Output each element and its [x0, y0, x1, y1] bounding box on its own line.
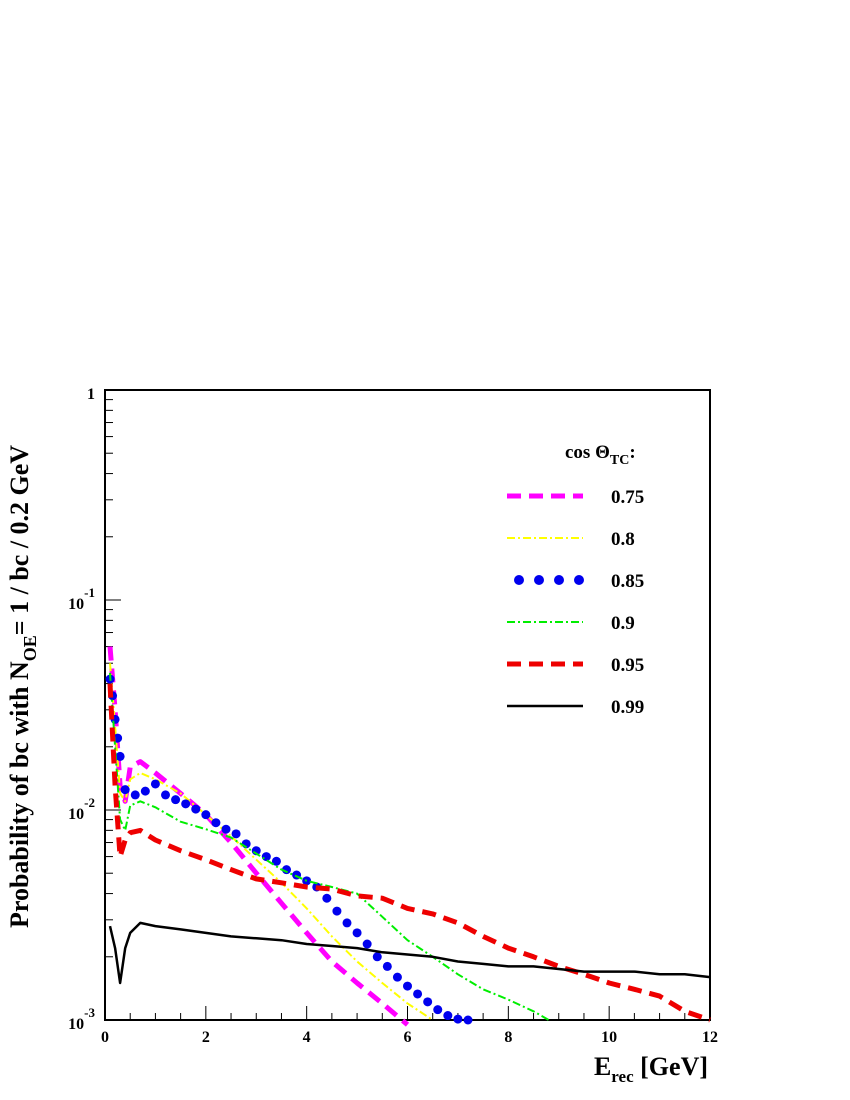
data-point	[211, 818, 221, 828]
legend-label: 0.95	[611, 655, 644, 676]
y-tick-label: 10-2	[68, 795, 95, 823]
data-point	[453, 1014, 463, 1024]
x-tick-label: 6	[404, 1029, 412, 1046]
legend-swatch	[534, 575, 544, 585]
x-tick-label: 0	[101, 1029, 109, 1046]
legend-label: 0.85	[611, 571, 644, 592]
data-point	[372, 952, 382, 962]
minor-ticks	[105, 399, 686, 1020]
data-point	[433, 1005, 443, 1015]
y-axis-ticks: 1 10-1 10-2 10-3	[68, 386, 121, 1033]
data-point	[392, 972, 402, 982]
legend-swatch	[574, 575, 584, 585]
legend-entry-0.8: 0.8	[507, 529, 635, 550]
data-point	[423, 997, 433, 1007]
x-tick-label: 4	[303, 1029, 311, 1046]
data-point	[382, 961, 392, 971]
data-point	[120, 785, 130, 795]
y-tick-label: 10-3	[68, 1005, 95, 1033]
data-point	[201, 810, 211, 820]
y-tick-label: 1	[87, 386, 95, 403]
data-point	[130, 790, 140, 800]
data-point	[181, 799, 191, 809]
x-tick-label: 2	[202, 1029, 210, 1046]
series-0.8	[109, 663, 434, 1021]
data-point	[191, 804, 201, 814]
series-0.99	[108, 921, 711, 985]
legend-label: 0.8	[611, 529, 635, 550]
x-axis-ticks: 0 2 4 6 8 10 12	[101, 1006, 718, 1046]
series-0.9	[109, 672, 550, 1021]
y-tick-label: 10-1	[68, 585, 95, 613]
series-line	[107, 646, 410, 1027]
data-point	[352, 928, 362, 938]
series-line	[109, 663, 434, 1021]
legend-entry-0.9: 0.9	[507, 613, 635, 634]
data-point	[413, 989, 423, 999]
series-0.95	[107, 683, 711, 1023]
data-point	[362, 939, 372, 949]
legend-swatch	[554, 575, 564, 585]
data-point	[161, 790, 170, 800]
data-point	[443, 1011, 453, 1021]
data-point	[342, 918, 352, 928]
data-point	[332, 906, 342, 916]
series-0.85	[105, 674, 473, 1025]
data-point	[115, 751, 125, 761]
legend-entry-0.95: 0.95	[507, 655, 644, 676]
legend-entry-0.85: 0.85	[514, 571, 644, 592]
data-point	[171, 795, 181, 805]
data-point	[261, 852, 271, 862]
data-point	[403, 981, 412, 991]
data-point	[231, 829, 241, 839]
series-0.75	[107, 646, 410, 1027]
x-tick-label: 8	[504, 1029, 512, 1046]
series-line	[109, 672, 550, 1021]
series-line	[108, 921, 711, 985]
legend: cos ΘTC: 0.75 0.8 0.85 0.9 0.95 0.99	[507, 442, 644, 718]
series-line	[107, 683, 711, 1023]
data-point	[322, 893, 332, 903]
legend-label: 0.99	[611, 697, 644, 718]
data-point	[140, 786, 150, 796]
data-point	[271, 856, 281, 866]
x-tick-label: 10	[601, 1029, 617, 1046]
data-point	[221, 824, 231, 834]
x-axis-title: Erec [GeV]	[594, 1052, 708, 1086]
y-axis-title: Probability of bc with NOE= 1 / bc / 0.2…	[5, 445, 40, 928]
legend-title: cos ΘTC:	[565, 442, 636, 468]
data-point	[463, 1015, 473, 1025]
legend-entry-0.75: 0.75	[507, 487, 644, 508]
legend-label: 0.9	[611, 613, 635, 634]
series-layer	[105, 646, 711, 1027]
data-point	[150, 779, 160, 789]
legend-label: 0.75	[611, 487, 644, 508]
x-tick-label: 12	[702, 1029, 718, 1046]
legend-swatch	[514, 575, 524, 585]
legend-entry-0.99: 0.99	[507, 697, 644, 718]
